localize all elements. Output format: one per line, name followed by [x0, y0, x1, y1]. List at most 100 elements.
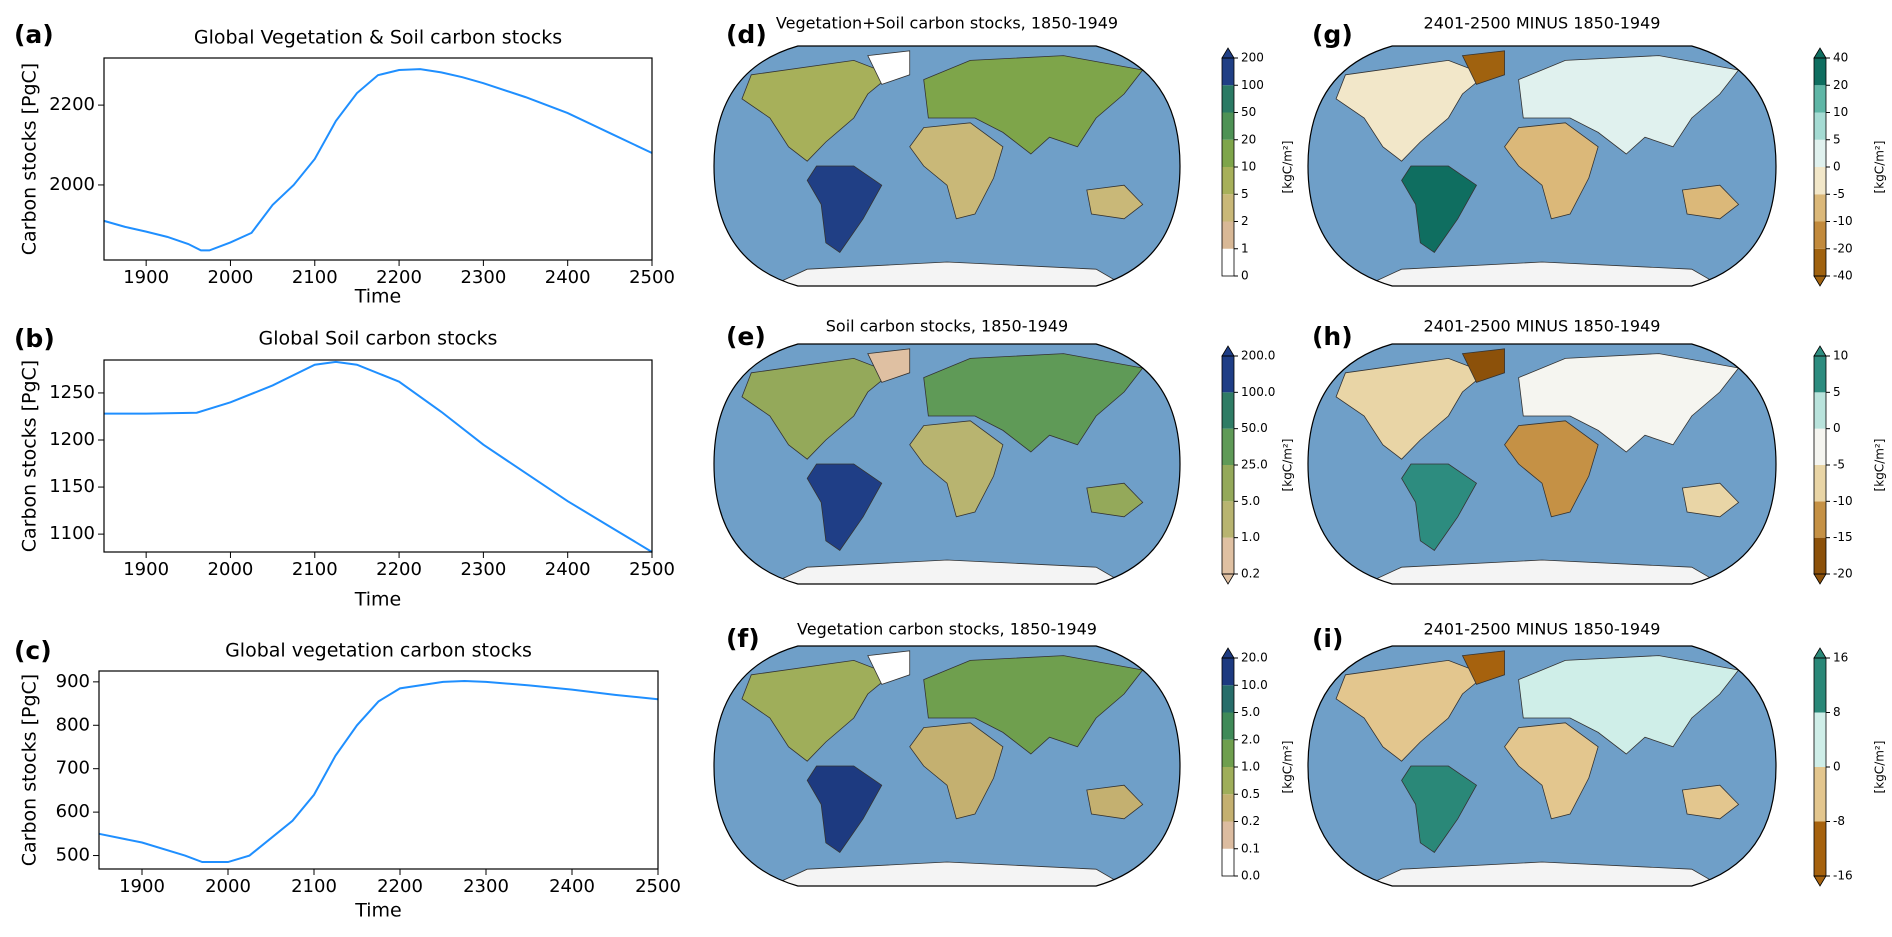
colorbar-segment — [1814, 248, 1826, 276]
map-border — [1307, 45, 1777, 287]
y-tick-label: 600 — [56, 801, 90, 822]
land — [806, 165, 883, 253]
colorbar-tick-label: -16 — [1833, 869, 1853, 883]
y-tick-label: 1200 — [49, 429, 95, 450]
continents — [1335, 348, 1740, 584]
panel-label: (f) — [726, 624, 760, 653]
colorbar-tick-label: 50 — [1241, 105, 1256, 119]
colorbar-tick-label: 0 — [1833, 160, 1841, 174]
x-axis-label: Time — [354, 900, 402, 922]
colorbar-segment — [1222, 767, 1234, 795]
colorbar-segment — [1814, 194, 1826, 222]
colorbar-extend — [1221, 345, 1235, 357]
y-tick-label: 2000 — [49, 174, 95, 195]
x-tick-label: 2200 — [377, 876, 423, 897]
colorbar-tick-label: 0.0 — [1241, 869, 1260, 883]
colorbar-extend — [1813, 345, 1827, 357]
colorbar-tick-label: 20 — [1833, 78, 1848, 92]
colorbar-tick-label: 100.0 — [1241, 385, 1275, 399]
x-tick-label: 2100 — [291, 876, 337, 897]
land — [806, 765, 883, 853]
colorbar-segment — [1814, 465, 1826, 502]
x-tick-label: 2100 — [292, 559, 338, 580]
land — [1401, 765, 1478, 853]
y-axis-label: Carbon stocks [PgC] — [19, 63, 41, 255]
colorbar-extend — [1813, 275, 1827, 287]
y-tick-label: 900 — [56, 671, 90, 692]
colorbar-segment — [1814, 139, 1826, 167]
colorbar-segment — [1222, 685, 1234, 713]
data-line — [104, 360, 653, 553]
map-title: Soil carbon stocks, 1850-1949 — [826, 317, 1068, 336]
y-tick-label: 1250 — [49, 382, 95, 403]
panel-label: (b) — [14, 324, 55, 353]
x-tick-label: 2400 — [545, 267, 591, 288]
x-tick-label: 2300 — [460, 267, 506, 288]
colorbar-tick-label: 100 — [1241, 78, 1264, 92]
colorbar-tick-label: 5.0 — [1241, 494, 1260, 508]
land — [909, 722, 1004, 820]
colorbar-label: [kgC/m²] — [1873, 439, 1887, 492]
colorbar-tick-label: 50.0 — [1241, 421, 1268, 435]
land — [806, 463, 883, 551]
x-tick-label: 2500 — [635, 876, 681, 897]
land — [1086, 784, 1144, 820]
colorbar-label: [kgC/m²] — [1281, 141, 1295, 194]
colorbar-tick-label: -20 — [1833, 567, 1853, 581]
chart-title: Global Vegetation & Soil carbon stocks — [194, 27, 562, 49]
colorbar-segment — [1222, 139, 1234, 167]
x-tick-label: 2100 — [292, 267, 338, 288]
x-tick-label: 2200 — [376, 559, 422, 580]
land — [909, 122, 1004, 220]
colorbar-segment — [1222, 465, 1234, 502]
colorbar-extend — [1221, 647, 1235, 659]
x-tick-label: 2200 — [376, 267, 422, 288]
continents — [741, 50, 1144, 286]
land — [867, 348, 911, 383]
map-border — [713, 645, 1181, 887]
map-border — [713, 45, 1181, 287]
colorbar-segment — [1222, 167, 1234, 195]
colorbar-tick-label: 1.0 — [1241, 760, 1260, 774]
map-title: Vegetation+Soil carbon stocks, 1850-1949 — [776, 14, 1118, 33]
colorbar-tick-label: 0.5 — [1241, 787, 1260, 801]
colorbar-segment — [1814, 392, 1826, 429]
land — [1518, 655, 1740, 755]
colorbar-segment — [1814, 821, 1826, 876]
plot-frame — [103, 57, 653, 261]
colorbar-segment — [1222, 794, 1234, 822]
colorbar-tick-label: 20 — [1241, 132, 1256, 146]
colorbar-segment — [1222, 501, 1234, 538]
continents — [741, 650, 1144, 886]
plot-frame — [98, 670, 659, 870]
map-border — [1307, 343, 1777, 585]
colorbar-tick-label: 10 — [1833, 105, 1848, 119]
x-tick-label: 2300 — [463, 876, 509, 897]
colorbar-tick-label: 16 — [1833, 651, 1848, 665]
colorbar-tick-label: -20 — [1833, 241, 1853, 255]
colorbar-label: [kgC/m²] — [1873, 141, 1887, 194]
land — [923, 353, 1144, 453]
x-tick-label: 2400 — [545, 559, 591, 580]
land — [1504, 420, 1599, 518]
colorbar-tick-label: 8 — [1833, 705, 1841, 719]
x-tick-label: 1900 — [123, 267, 169, 288]
colorbar-tick-label: 1.0 — [1241, 530, 1260, 544]
x-tick-label: 2500 — [629, 267, 675, 288]
colorbar-tick-label: 0.2 — [1241, 814, 1260, 828]
colorbar-segment — [1814, 58, 1826, 86]
y-axis-label: Carbon stocks [PgC] — [19, 360, 41, 552]
y-tick-label: 500 — [56, 845, 90, 866]
x-tick-label: 1900 — [123, 559, 169, 580]
x-tick-label: 2400 — [549, 876, 595, 897]
land — [1504, 722, 1599, 820]
land — [1401, 463, 1478, 551]
land — [923, 55, 1144, 155]
continents — [1335, 650, 1740, 886]
colorbar-label: [kgC/m²] — [1873, 741, 1887, 794]
colorbar-segment — [1814, 501, 1826, 538]
colorbar-segment — [1222, 537, 1234, 574]
colorbar-tick-label: -10 — [1833, 214, 1853, 228]
colorbar-segment — [1814, 85, 1826, 113]
